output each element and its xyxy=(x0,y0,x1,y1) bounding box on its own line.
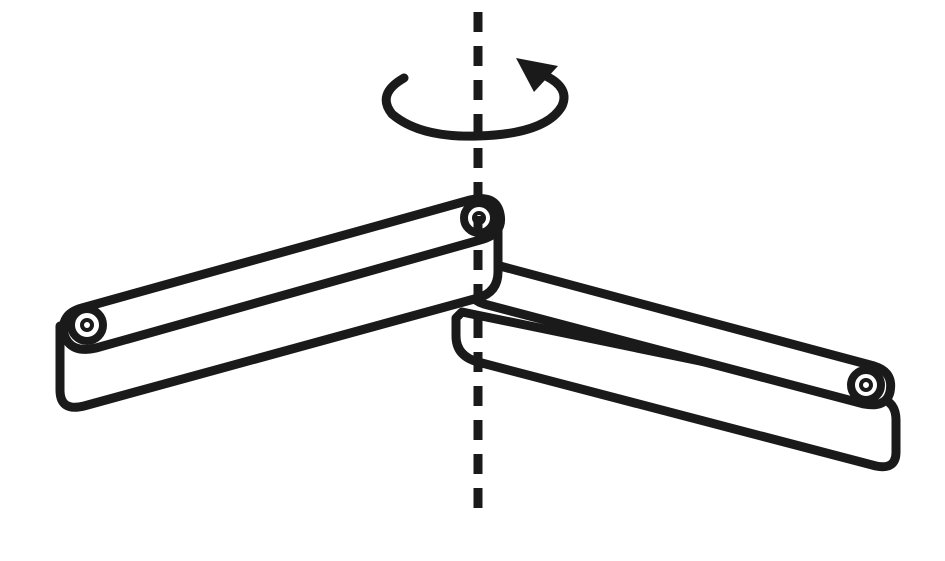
right-arm-side-face xyxy=(451,307,901,472)
left-arm-end-pin-hole xyxy=(80,318,94,332)
rotation-arrow-icon xyxy=(381,58,569,141)
left-arm-top-face xyxy=(58,194,506,354)
left-arm xyxy=(55,194,506,412)
right-arm-end-pin-hole xyxy=(859,378,873,392)
rotation-arrow-arc xyxy=(381,71,569,141)
right-arm xyxy=(451,260,901,472)
rotation-arrow-head xyxy=(516,58,558,92)
